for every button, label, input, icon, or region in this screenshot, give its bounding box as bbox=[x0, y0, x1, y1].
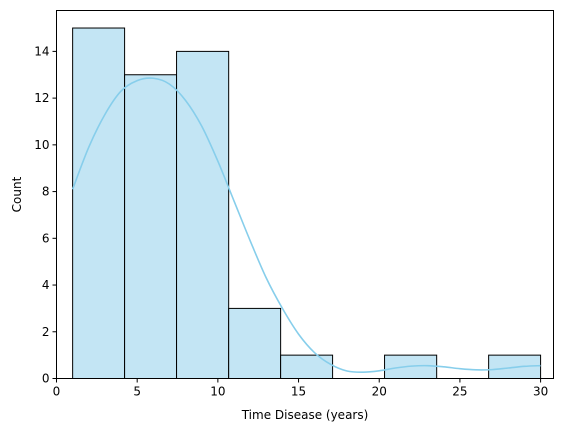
x-tick-label: 15 bbox=[291, 385, 306, 399]
plot-frame bbox=[56, 10, 554, 379]
histogram-bar-2 bbox=[176, 50, 230, 380]
x-tick-label: 10 bbox=[210, 385, 225, 399]
kde-curve bbox=[71, 77, 541, 374]
x-tick-label: 5 bbox=[133, 385, 141, 399]
x-axis-label: Time Disease (years) bbox=[241, 408, 369, 422]
histogram-bar-4 bbox=[280, 354, 334, 379]
x-tick-label: 0 bbox=[53, 385, 61, 399]
y-tick-label: 8 bbox=[42, 185, 50, 199]
histogram-bar-3 bbox=[228, 307, 282, 379]
y-tick-label: 12 bbox=[34, 91, 49, 105]
y-tick-label: 6 bbox=[42, 231, 50, 245]
y-tick-label: 2 bbox=[42, 325, 50, 339]
x-tick-label: 20 bbox=[372, 385, 387, 399]
y-tick-label: 10 bbox=[34, 138, 49, 152]
x-tick-label: 30 bbox=[533, 385, 548, 399]
y-tick-label: 0 bbox=[42, 372, 50, 386]
histogram-bar-0 bbox=[72, 27, 126, 380]
histogram-bars bbox=[72, 27, 542, 380]
y-axis-label: Count bbox=[10, 176, 24, 212]
y-tick-label: 14 bbox=[34, 44, 49, 58]
x-axis-ticks: 0 5 10 15 20 25 30 bbox=[53, 378, 548, 399]
kde-layer bbox=[71, 77, 541, 374]
histogram-bar-1 bbox=[124, 74, 178, 379]
y-axis-ticks: 0 2 4 6 8 10 12 14 bbox=[34, 44, 57, 386]
x-tick-label: 25 bbox=[452, 385, 467, 399]
y-tick-label: 4 bbox=[42, 278, 50, 292]
